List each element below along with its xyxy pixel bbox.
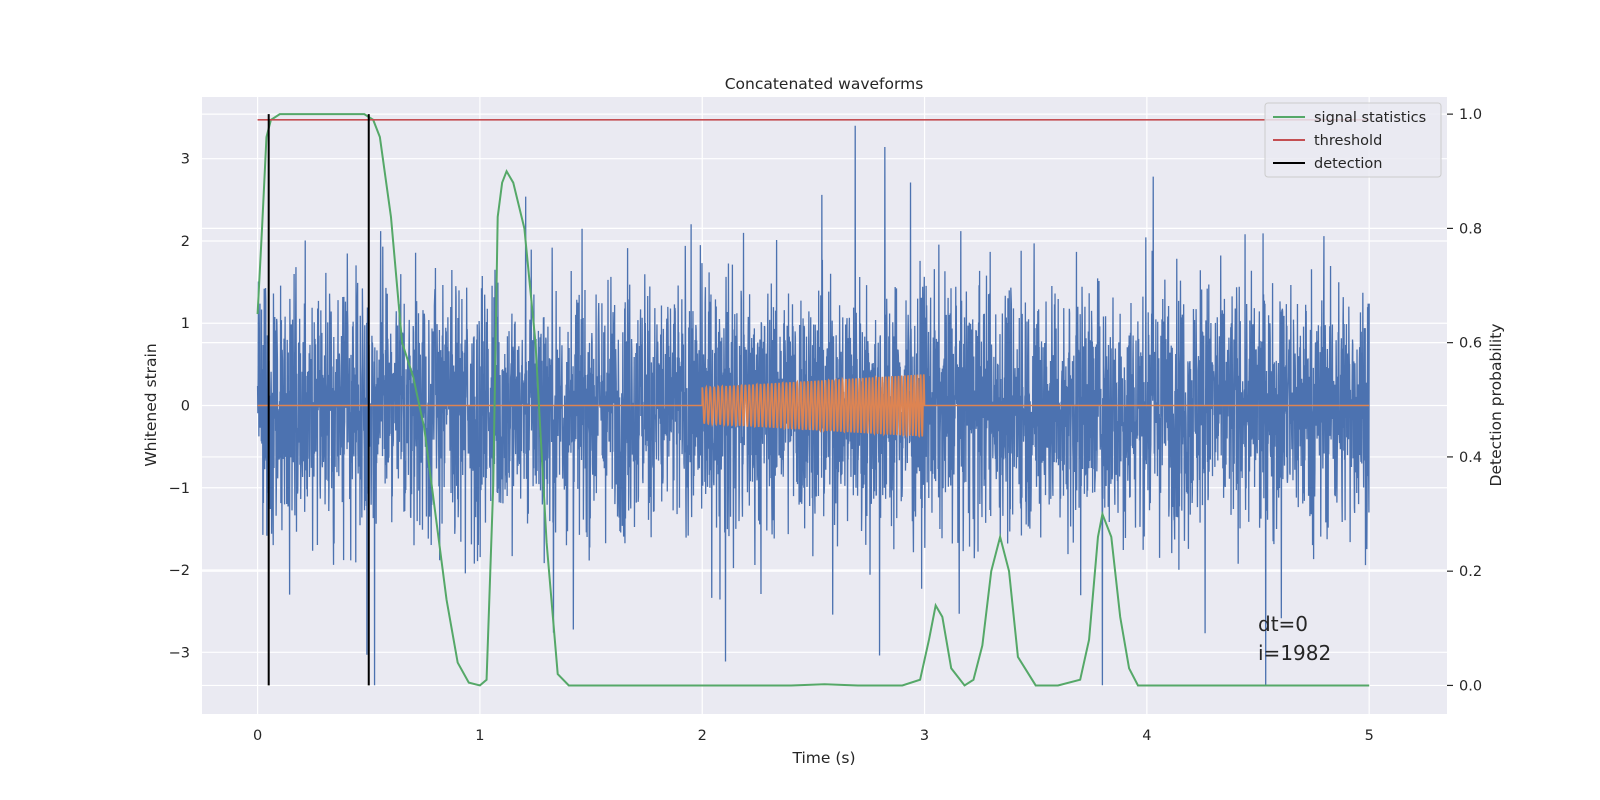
- y-axis-right-label: Detection probability: [1487, 324, 1505, 487]
- x-tick-label: 3: [920, 728, 929, 744]
- y-tick-label-left: −2: [169, 563, 190, 579]
- y-tick-label-left: 3: [181, 152, 190, 168]
- x-axis-label: Time (s): [791, 749, 855, 767]
- y-tick-label-left: −1: [169, 481, 190, 497]
- strain-noise-series: [256, 125, 1370, 686]
- y-tick-label-right: 0.6: [1459, 336, 1482, 352]
- y-tick-label-left: 0: [181, 399, 190, 415]
- legend-label-detection: detection: [1314, 156, 1382, 172]
- x-tick-label: 1: [475, 728, 484, 744]
- x-tick-label: 2: [698, 728, 707, 744]
- detection-markers: [267, 114, 370, 686]
- injected-waveform-series: [257, 374, 1370, 439]
- y-tick-label-right: 0.8: [1459, 221, 1482, 237]
- x-tick-label: 4: [1142, 728, 1151, 744]
- y-tick-label-left: 1: [181, 316, 190, 332]
- signal-statistics-series: [256, 113, 1370, 687]
- legend-label-threshold: threshold: [1314, 133, 1382, 149]
- y-tick-label-right: 0.4: [1459, 450, 1482, 466]
- y-tick-label-right: 1.0: [1459, 107, 1482, 123]
- annotation-dt: dt=0: [1258, 612, 1308, 636]
- x-tick-label: 0: [253, 728, 262, 744]
- x-tick-label: 5: [1365, 728, 1374, 744]
- y-tick-label-right: 0.2: [1459, 564, 1482, 580]
- y-axis-left-label: Whitened strain: [142, 343, 160, 466]
- y-tick-label-left: −3: [169, 645, 190, 661]
- x-axis-ticks: 0 1 2 3 4 5: [253, 728, 1374, 744]
- legend: signal statistics threshold detection: [1264, 102, 1442, 178]
- legend-box: [1264, 102, 1442, 178]
- annotation-index: i=1982: [1258, 641, 1331, 665]
- y-tick-label-right: 0.0: [1459, 678, 1482, 694]
- legend-label-signal-statistics: signal statistics: [1314, 110, 1426, 126]
- y-axis-right-ticks: 0.0 0.2 0.4 0.6 0.8 1.0: [1447, 107, 1482, 694]
- chart-title: Concatenated waveforms: [725, 75, 924, 93]
- y-tick-label-left: 2: [181, 234, 190, 250]
- y-axis-left-ticks: −3 −2 −1 0 1 2 3: [169, 152, 190, 662]
